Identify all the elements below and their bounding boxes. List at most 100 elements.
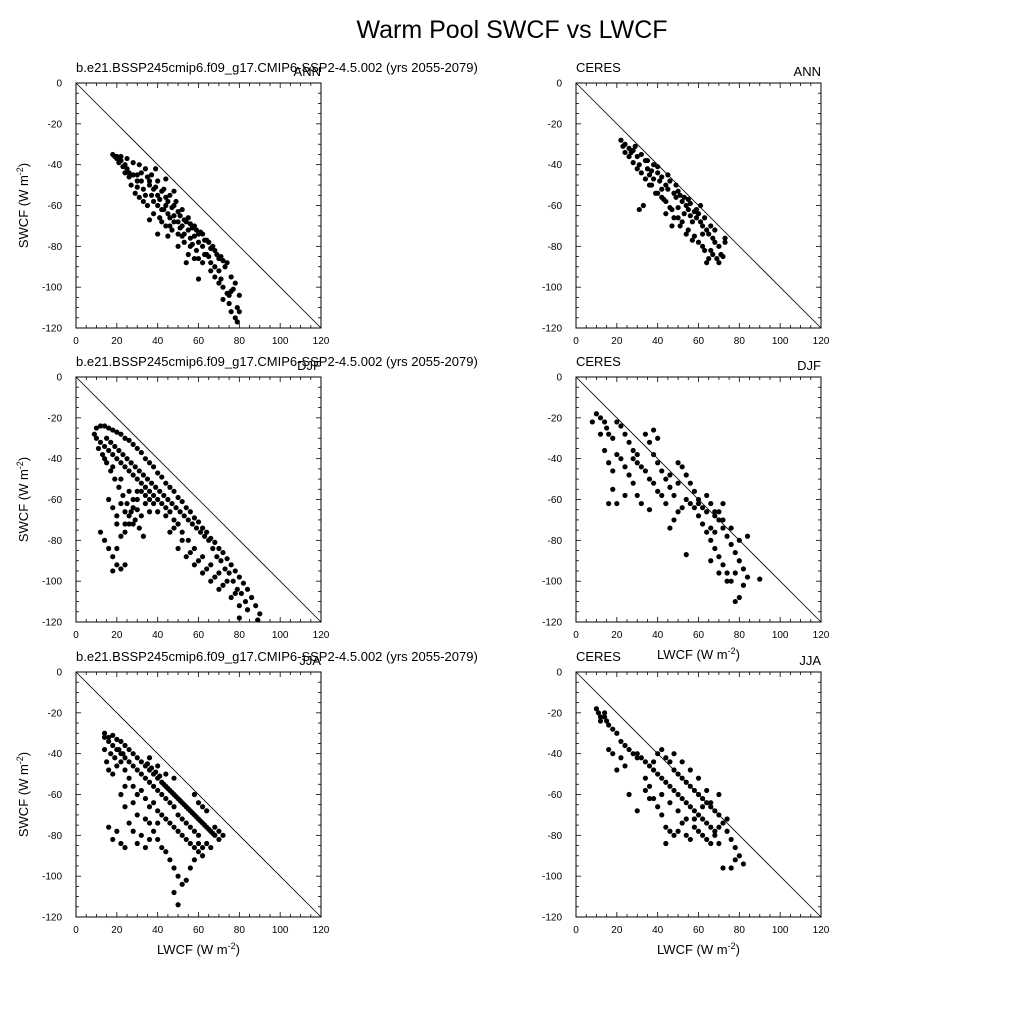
data-point xyxy=(122,170,128,176)
data-point xyxy=(122,783,128,789)
y-axis-label-superscript: -2 xyxy=(15,461,25,469)
data-point xyxy=(144,174,151,180)
data-point xyxy=(142,500,149,507)
data-point xyxy=(134,172,140,178)
x-tick-label: 0 xyxy=(73,630,79,641)
data-point xyxy=(659,746,665,753)
data-point xyxy=(638,464,644,470)
data-point xyxy=(108,439,114,445)
x-tick-label: 100 xyxy=(772,336,789,347)
y-tick-label: -60 xyxy=(548,790,563,801)
data-point xyxy=(163,480,169,486)
data-point xyxy=(610,486,616,492)
data-point xyxy=(155,496,161,503)
data-point xyxy=(675,215,681,221)
data-point xyxy=(677,192,683,198)
y-tick-label: -80 xyxy=(548,831,563,842)
data-point xyxy=(142,492,149,499)
data-point xyxy=(118,840,124,847)
data-point xyxy=(685,206,691,213)
data-point xyxy=(716,554,722,560)
data-point xyxy=(163,194,169,200)
y-tick-label: -20 xyxy=(48,119,63,130)
y-tick-label: -80 xyxy=(48,831,63,842)
data-point xyxy=(126,468,132,474)
data-point xyxy=(118,738,124,745)
data-point xyxy=(195,231,202,237)
data-point xyxy=(679,505,685,511)
data-point xyxy=(626,746,632,753)
data-point xyxy=(130,763,136,769)
data-point xyxy=(185,251,191,258)
data-point xyxy=(650,480,657,486)
data-point xyxy=(124,166,130,172)
data-point xyxy=(144,761,151,767)
data-point xyxy=(134,445,140,452)
data-point xyxy=(146,779,153,785)
data-point xyxy=(204,566,210,572)
data-point xyxy=(157,488,163,494)
data-point xyxy=(663,755,669,761)
y-tick-label: -40 xyxy=(548,454,563,465)
x-tick-label: 80 xyxy=(234,336,246,347)
data-point xyxy=(134,476,140,482)
data-point xyxy=(183,877,189,883)
data-point xyxy=(722,235,728,241)
data-point xyxy=(687,200,693,207)
data-point xyxy=(142,844,149,851)
data-point xyxy=(601,710,608,716)
data-point xyxy=(206,239,212,245)
x-tick-label: 120 xyxy=(313,336,330,347)
data-point xyxy=(610,726,616,732)
data-point xyxy=(114,763,120,769)
data-point xyxy=(212,264,218,270)
data-point xyxy=(122,529,128,535)
data-point xyxy=(597,714,604,720)
data-point xyxy=(171,824,177,830)
data-point xyxy=(142,795,149,802)
data-point xyxy=(636,162,642,168)
data-point xyxy=(159,844,165,851)
data-point xyxy=(136,194,142,200)
data-point xyxy=(177,225,183,231)
data-point xyxy=(671,190,677,196)
data-point xyxy=(650,427,657,433)
data-point xyxy=(236,292,242,298)
data-point xyxy=(140,472,146,478)
data-point xyxy=(179,233,185,239)
data-point xyxy=(177,798,183,804)
data-point xyxy=(622,431,628,437)
data-point xyxy=(175,873,181,879)
data-point xyxy=(159,791,165,798)
data-point xyxy=(116,484,122,490)
data-point xyxy=(163,816,169,822)
data-point xyxy=(595,710,602,716)
data-point xyxy=(130,751,136,757)
data-point xyxy=(712,509,718,515)
data-point xyxy=(114,545,120,552)
data-point xyxy=(610,751,616,757)
data-point xyxy=(232,315,238,321)
data-point xyxy=(226,300,232,307)
data-point xyxy=(622,492,628,499)
data-point xyxy=(106,767,112,773)
data-point xyxy=(704,529,710,535)
data-point xyxy=(155,192,161,198)
x-axis-label-superscript: -2 xyxy=(728,941,736,951)
data-point xyxy=(606,746,612,753)
data-point xyxy=(691,233,698,239)
data-point xyxy=(126,437,132,443)
data-point xyxy=(622,742,628,749)
data-point xyxy=(597,415,604,421)
data-point xyxy=(673,182,679,188)
data-point xyxy=(683,552,689,558)
y-tick-label: -120 xyxy=(542,618,562,629)
y-tick-label: -80 xyxy=(48,242,63,253)
data-point xyxy=(175,231,181,237)
data-point xyxy=(106,447,112,454)
data-point xyxy=(185,215,191,221)
data-point xyxy=(687,836,693,843)
data-point xyxy=(634,755,640,761)
data-point xyxy=(177,213,183,219)
data-point xyxy=(655,771,661,777)
